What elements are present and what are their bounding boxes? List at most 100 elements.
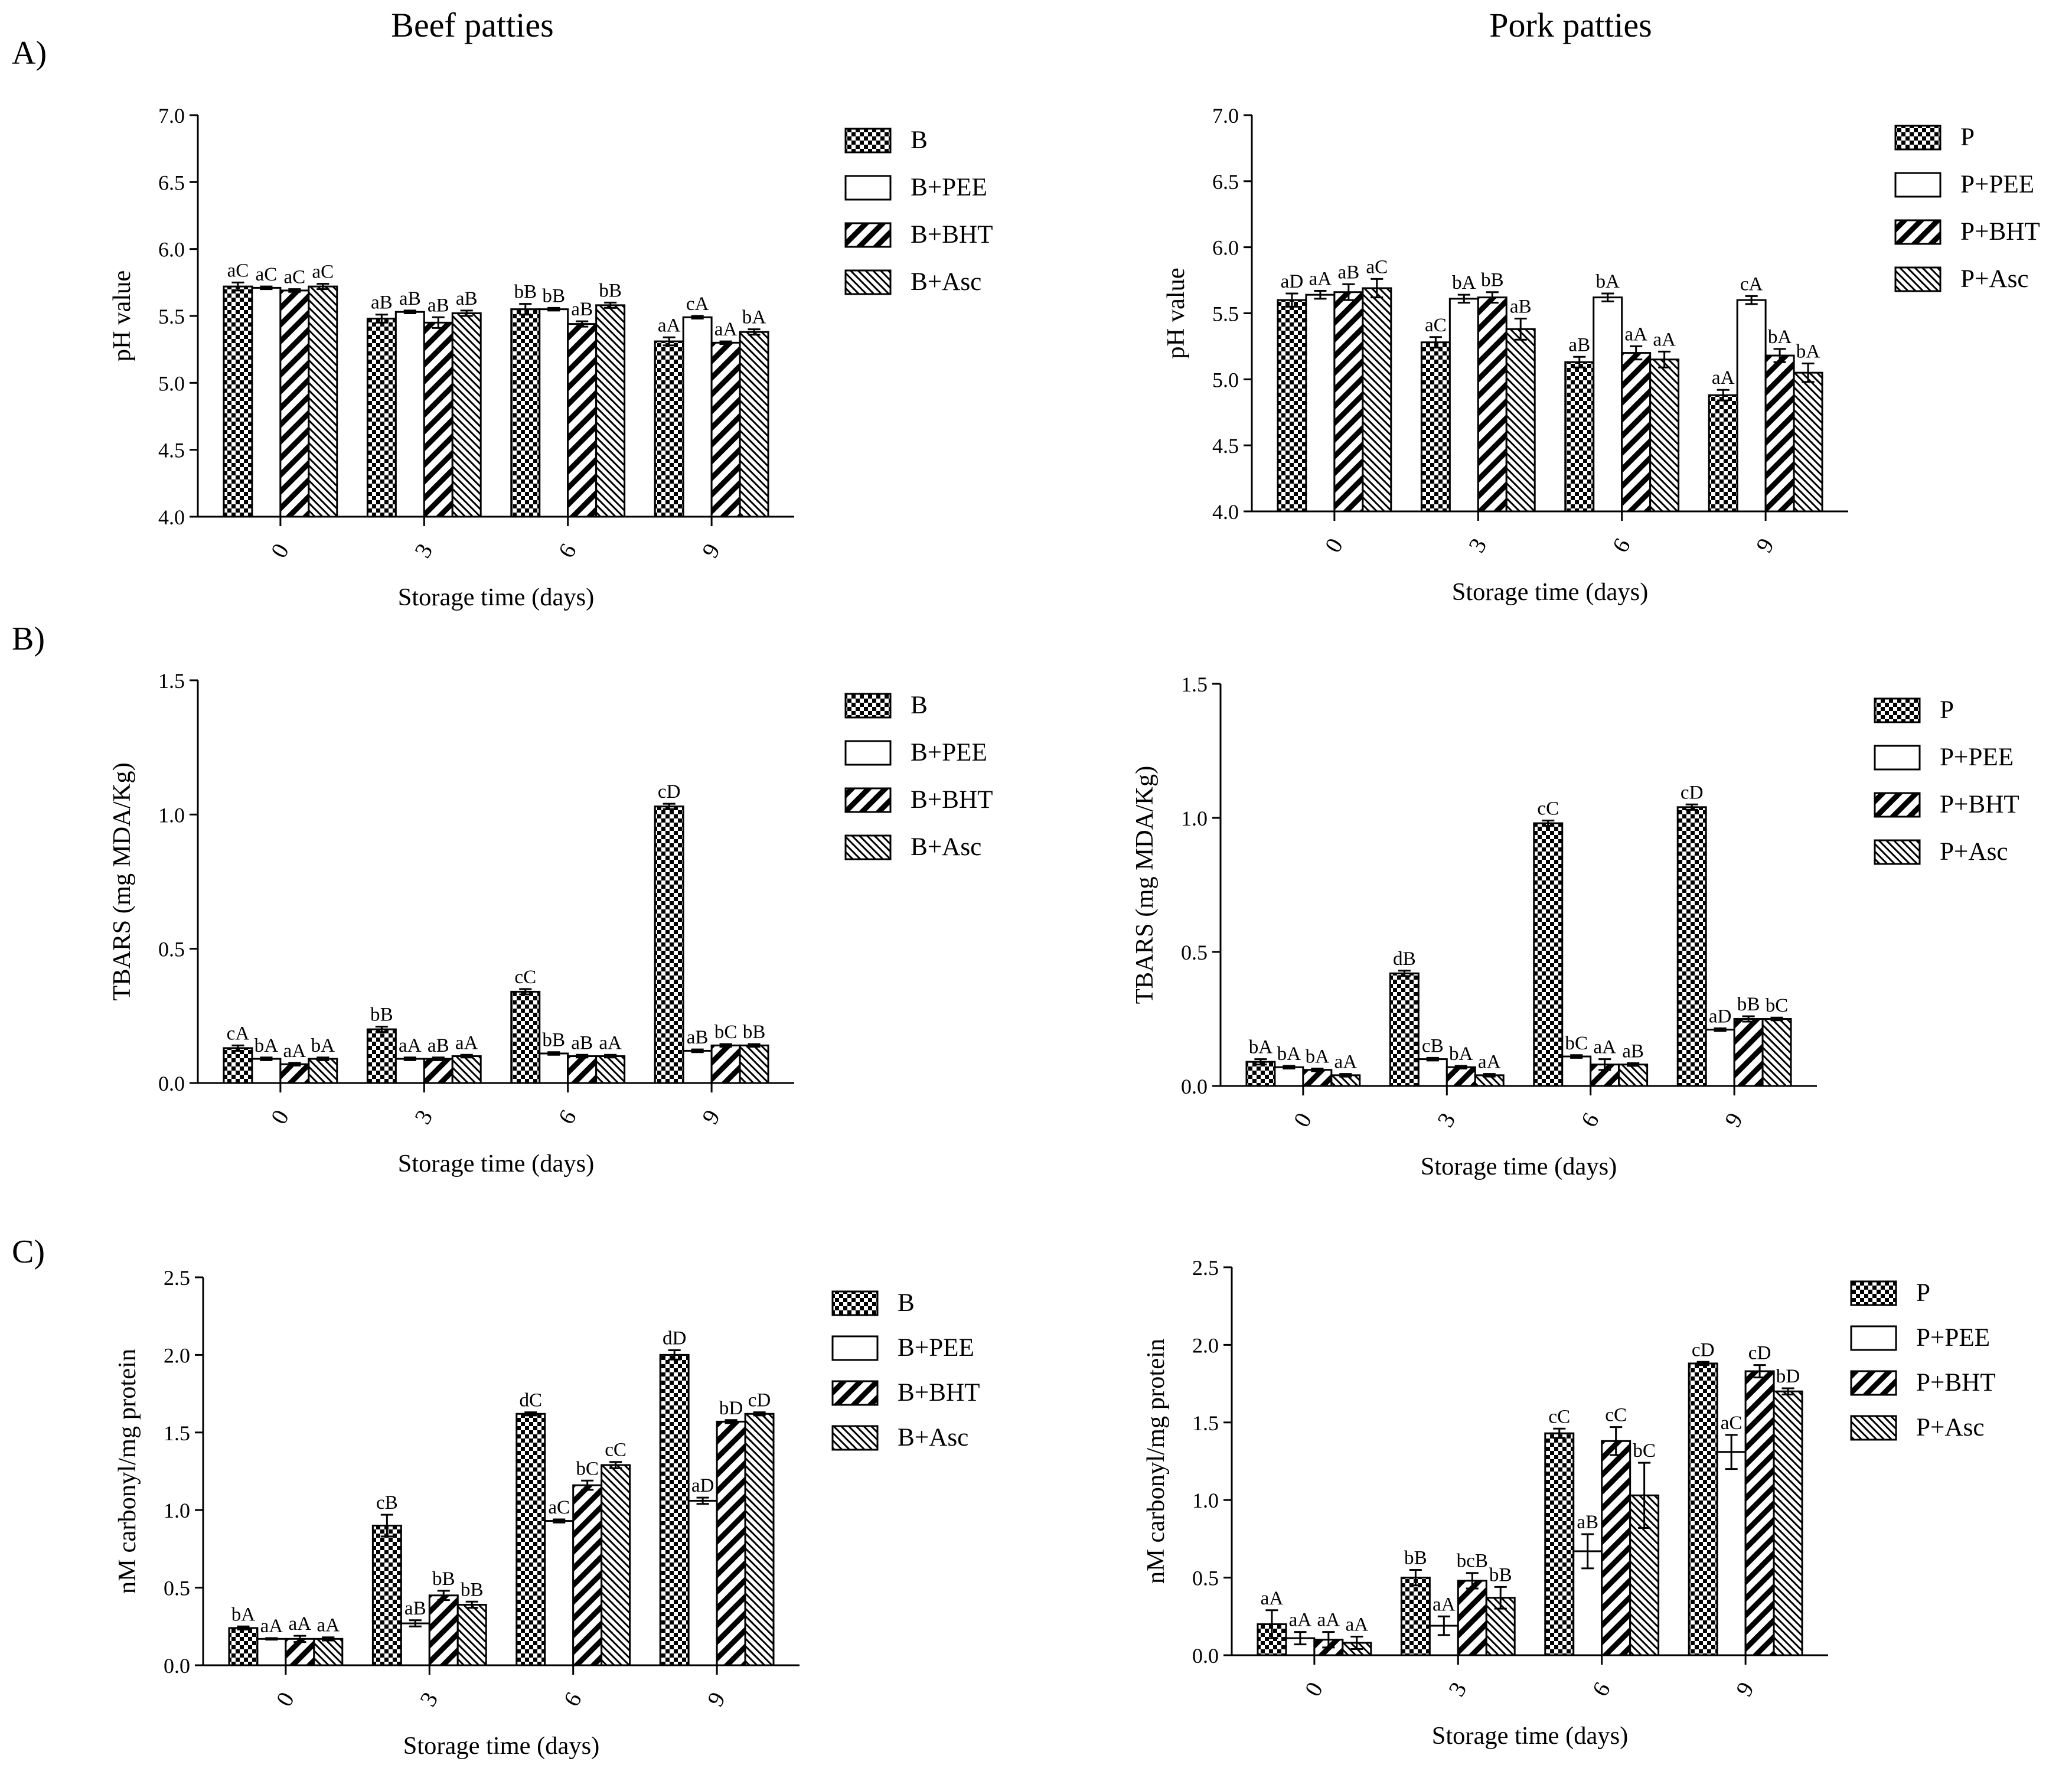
y-tick-label: 0.5	[158, 938, 185, 961]
y-tick-label: 1.0	[158, 803, 185, 827]
significance-label: aA	[317, 1614, 340, 1636]
bar-series-d	[1618, 1064, 1649, 1087]
significance-label: aA	[714, 318, 738, 340]
bar-series-c	[1744, 1370, 1775, 1656]
significance-label: aB	[571, 1032, 593, 1053]
significance-label: aA	[1712, 367, 1735, 389]
x-tick-label: 0	[1320, 534, 1348, 557]
significance-label: aA	[1289, 1609, 1312, 1631]
bar-series-d	[451, 312, 482, 518]
bar-series-c	[1477, 296, 1507, 513]
bar-series-b	[394, 311, 425, 518]
legend-label-series-b: P+PEE	[1960, 171, 2034, 198]
bar-series-a	[1708, 394, 1738, 513]
y-tick-label: 2.5	[1192, 1256, 1219, 1280]
bar-series-a	[510, 990, 541, 1084]
legend-label-series-a: P	[1916, 1279, 1930, 1307]
bar-series-b	[1448, 298, 1479, 513]
bar-series-a	[515, 1413, 546, 1666]
bar-series-c	[279, 289, 310, 518]
x-tick-label: 3	[409, 539, 438, 562]
bar-series-a	[1420, 341, 1451, 513]
legend-swatch-series-a	[844, 128, 892, 154]
bar-series-a	[366, 1028, 397, 1084]
significance-label: bA	[1449, 1043, 1473, 1065]
legend-label-series-d: P+Asc	[1916, 1414, 1985, 1441]
significance-label: aB	[1622, 1040, 1644, 1062]
legend-label-series-c: B+BHT	[911, 221, 993, 249]
significance-label: cC	[514, 966, 536, 988]
bar-series-c	[710, 1044, 741, 1084]
bar-series-d	[1761, 1018, 1792, 1087]
x-tick-label: 6	[553, 1105, 582, 1128]
bar-series-b	[256, 1638, 287, 1666]
significance-label: bB	[1737, 993, 1760, 1015]
significance-label: aC	[283, 266, 305, 288]
y-axis-title: TBARS (mg MDA/Kg)	[1131, 766, 1159, 1004]
significance-label: aB	[687, 1026, 709, 1048]
bar-series-a	[1564, 361, 1595, 513]
x-tick-label: 3	[415, 1688, 443, 1711]
bar-series-c	[423, 1058, 453, 1084]
bar-series-a	[1400, 1577, 1431, 1656]
significance-label: bA	[1277, 1043, 1301, 1065]
significance-label: cA	[1740, 273, 1763, 295]
significance-label: cD	[748, 1389, 771, 1411]
legend-swatch-series-a	[1874, 697, 1921, 723]
significance-label: bcB	[1457, 1550, 1488, 1572]
panel-label-b: B)	[12, 621, 45, 657]
legend-swatch-series-d	[1874, 839, 1921, 865]
y-axis-title: nM carbonyl/mg protein	[1142, 1339, 1170, 1584]
legend-label-series-a: B	[911, 126, 928, 154]
significance-label: aA	[658, 314, 681, 336]
legend-swatch-series-d	[1850, 1415, 1897, 1441]
y-tick-label: 0.0	[1192, 1644, 1219, 1668]
y-tick-label: 6.0	[1212, 236, 1239, 260]
significance-label: bA	[231, 1603, 256, 1625]
bar-series-c	[567, 323, 598, 518]
bar-series-d	[456, 1604, 487, 1666]
legend-label-series-c: P+BHT	[1940, 791, 2019, 818]
legend-label-series-a: P	[1960, 123, 1975, 151]
significance-label: cC	[1537, 798, 1559, 820]
bar-series-c	[428, 1594, 459, 1666]
bar-series-d	[451, 1055, 482, 1084]
x-axis-title: Storage time (days)	[1421, 1153, 1617, 1180]
x-axis-title: Storage time (days)	[1432, 1722, 1629, 1750]
y-tick-label: 1.0	[164, 1499, 190, 1522]
y-tick-label: 4.0	[1212, 500, 1239, 524]
x-tick-label: 9	[697, 539, 725, 562]
bar-series-a	[1676, 806, 1707, 1087]
legend-swatch-series-d	[831, 1425, 879, 1451]
legend-swatch-series-a	[1850, 1280, 1897, 1306]
significance-label: aC	[1366, 256, 1388, 278]
legend-swatch-series-c	[1894, 219, 1942, 245]
y-tick-label: 0.5	[164, 1577, 190, 1600]
y-axis-title: pH value	[1162, 268, 1190, 359]
significance-label: bC	[714, 1021, 738, 1043]
legend-label-series-d: B+Asc	[911, 833, 981, 861]
y-tick-label: 2.0	[1192, 1333, 1219, 1357]
bar-series-a	[371, 1524, 402, 1666]
significance-label: bB	[514, 281, 537, 303]
significance-label: dB	[1393, 948, 1416, 970]
significance-label: dC	[519, 1389, 542, 1411]
bar-series-a	[223, 1047, 253, 1084]
significance-label: aA	[455, 1032, 478, 1053]
y-tick-label: 0.5	[1192, 1567, 1219, 1590]
x-tick-label: 6	[559, 1688, 587, 1711]
legend-swatch-series-b	[1894, 172, 1942, 198]
x-tick-label: 9	[1751, 534, 1779, 557]
x-tick-label: 9	[1731, 1678, 1759, 1701]
bar-series-c	[1601, 1440, 1632, 1656]
significance-label: bB	[743, 1021, 766, 1043]
significance-label: aA	[1334, 1051, 1358, 1073]
bar-series-c	[1445, 1066, 1476, 1087]
y-tick-label: 1.5	[158, 669, 185, 693]
y-tick-label: 0.0	[158, 1072, 185, 1095]
y-tick-label: 2.5	[164, 1266, 190, 1290]
bar-series-c	[710, 341, 741, 518]
legend-swatch-series-b	[844, 175, 892, 201]
legend-label-series-a: B	[898, 1289, 915, 1317]
